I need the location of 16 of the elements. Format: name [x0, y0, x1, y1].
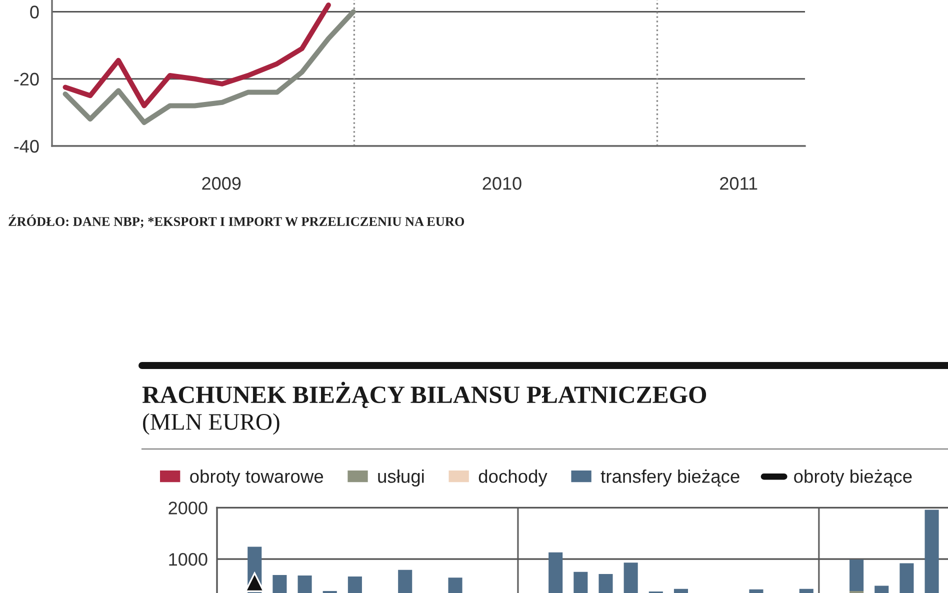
x-tick-label: 2009: [202, 177, 241, 190]
y-tick-label: 0: [30, 6, 39, 18]
legend-label: obroty bieżące: [794, 469, 912, 487]
chart-title: RACHUNEK BIEŻĄCY BILANSU PŁATNICZEGO: [142, 382, 706, 408]
y-tick-label: 2000: [168, 502, 208, 514]
x-tick-label: 2010: [482, 177, 522, 190]
legend-label: usługi: [378, 469, 424, 487]
legend-label: transfery bieżące: [600, 469, 740, 487]
y-tick-label: -40: [14, 140, 39, 153]
x-tick-label: 2011: [720, 177, 758, 190]
y-tick-label: -20: [14, 72, 39, 86]
text: ŹRÓDŁO: DANE NBP; *EKSPORT I IMPORT W PRZELICZENIU NA EURO: [8, 214, 464, 228]
chart-subtitle: (MLN EURO): [143, 413, 280, 435]
y-tick-label: 1000: [169, 553, 208, 566]
legend-label: obroty towarowe: [190, 469, 324, 487]
legend-label: dochody: [478, 469, 548, 487]
